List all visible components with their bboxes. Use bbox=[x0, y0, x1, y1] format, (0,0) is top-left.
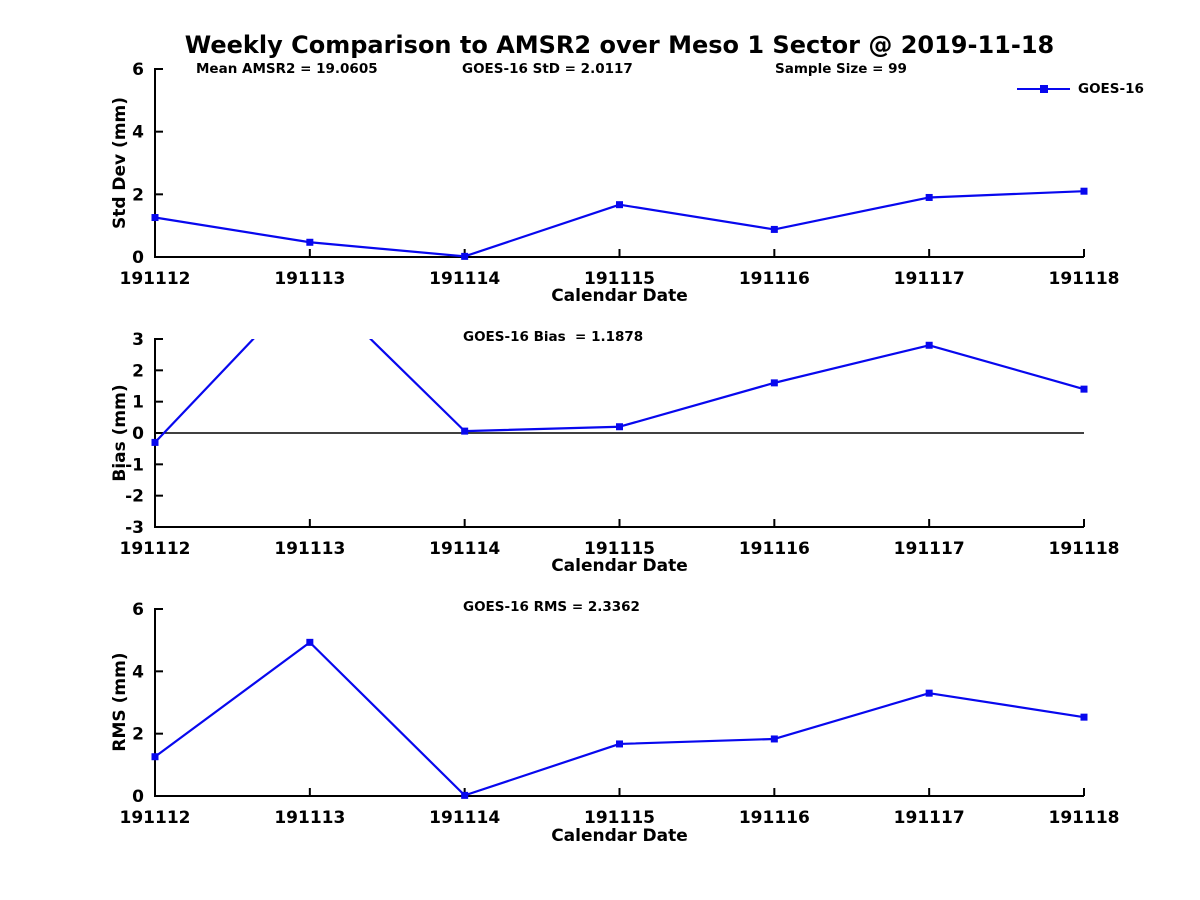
x-tick-label: 191118 bbox=[1049, 269, 1120, 289]
y-tick-label: 0 bbox=[132, 248, 144, 268]
x-tick-label: 191113 bbox=[274, 539, 345, 559]
x-tick-label: 191112 bbox=[120, 539, 191, 559]
GOES-16-line bbox=[154, 641, 1085, 797]
legend-marker-square bbox=[1040, 85, 1048, 93]
figure-title: Weekly Comparison to AMSR2 over Meso 1 S… bbox=[184, 31, 1055, 59]
x-axis-label-calendar-date-3: Calendar Date bbox=[551, 826, 688, 846]
x-tick-label: 191112 bbox=[120, 808, 191, 828]
annotation-mean-amsr2: Mean AMSR2 = 19.0605 bbox=[196, 61, 378, 77]
annotation-sample-size: Sample Size = 99 bbox=[775, 61, 907, 77]
GOES-16-marker bbox=[151, 753, 159, 761]
GOES-16-marker bbox=[770, 735, 778, 743]
x-tick-label: 191114 bbox=[429, 269, 500, 289]
rms-panel: 0 2 4 6 191112 191113 191114 191115 191116 191117… bbox=[120, 600, 1120, 828]
GOES-16-marker bbox=[770, 379, 778, 387]
bias-panel: -3 -2 -1 0 1 2 3 191112 191113 191114 191115 191116… bbox=[120, 330, 1120, 559]
GOES-16-marker bbox=[151, 438, 159, 446]
y-tick-label: -1 bbox=[125, 455, 144, 475]
x-tick-label: 191115 bbox=[584, 269, 655, 289]
y-axis-label-rms: RMS (mm) bbox=[110, 652, 130, 752]
y-tick-label: 4 bbox=[132, 662, 144, 682]
annotation-goes16-std: GOES-16 StD = 2.0117 bbox=[462, 61, 633, 77]
x-tick-label: 191118 bbox=[1049, 539, 1120, 559]
y-tick-label: 6 bbox=[132, 600, 144, 620]
annotation-goes16-bias: GOES-16 Bias = 1.1878 bbox=[463, 329, 644, 345]
y-axis-label-bias: Bias (mm) bbox=[110, 384, 130, 482]
GOES-16-marker bbox=[1080, 385, 1088, 393]
y-tick-label: 4 bbox=[132, 123, 144, 143]
x-tick-label: 191116 bbox=[739, 269, 810, 289]
GOES-16-marker bbox=[306, 638, 314, 646]
legend-label: GOES-16 bbox=[1078, 81, 1144, 97]
x-tick-label: 191117 bbox=[894, 539, 965, 559]
GOES-16-marker bbox=[461, 791, 469, 799]
x-tick-label: 191115 bbox=[584, 539, 655, 559]
y-tick-label: 2 bbox=[132, 725, 144, 745]
std-dev-panel: 0 2 4 6 191112 191113 191114 191115 191116 191117… bbox=[120, 60, 1120, 289]
y-tick-label: 2 bbox=[132, 185, 144, 205]
GOES-16-marker bbox=[770, 225, 778, 233]
GOES-16-line bbox=[154, 190, 1085, 258]
GOES-16-marker bbox=[1080, 713, 1088, 721]
y-tick-label: 3 bbox=[132, 330, 144, 350]
y-tick-label: 1 bbox=[132, 393, 144, 413]
x-tick-label: 191116 bbox=[739, 808, 810, 828]
y-tick-label: 0 bbox=[132, 424, 144, 444]
x-tick-label: 191114 bbox=[429, 539, 500, 559]
x-tick-label: 191117 bbox=[894, 808, 965, 828]
x-tick-label: 191113 bbox=[274, 269, 345, 289]
y-tick-label: -2 bbox=[125, 487, 144, 507]
y-tick-label: 0 bbox=[132, 787, 144, 807]
GOES-16-marker bbox=[925, 341, 933, 349]
legend-line-sample bbox=[1017, 85, 1070, 93]
GOES-16-marker bbox=[616, 423, 623, 431]
x-axis-label-calendar-date-1: Calendar Date bbox=[551, 286, 688, 306]
GOES-16-marker bbox=[461, 252, 469, 260]
legend: GOES-16 bbox=[1017, 81, 1144, 97]
y-tick-label: 6 bbox=[132, 60, 144, 80]
GOES-16-marker bbox=[461, 427, 469, 435]
x-tick-label: 191115 bbox=[584, 808, 655, 828]
x-tick-label: 191116 bbox=[739, 539, 810, 559]
GOES-16-marker bbox=[151, 214, 159, 222]
GOES-16-marker bbox=[925, 689, 933, 697]
x-axis-label-calendar-date-2: Calendar Date bbox=[551, 556, 688, 576]
x-tick-label: 191113 bbox=[274, 808, 345, 828]
x-tick-label: 191118 bbox=[1049, 808, 1120, 828]
annotation-goes16-rms: GOES-16 RMS = 2.3362 bbox=[463, 599, 640, 615]
x-tick-label: 191114 bbox=[429, 808, 500, 828]
y-tick-label: -3 bbox=[125, 518, 144, 538]
y-axis-label-std-dev: Std Dev (mm) bbox=[110, 96, 130, 230]
x-tick-label: 191117 bbox=[894, 269, 965, 289]
x-tick-label: 191112 bbox=[120, 269, 191, 289]
GOES-16-marker bbox=[306, 238, 314, 246]
GOES-16-marker bbox=[925, 193, 933, 201]
GOES-16-marker bbox=[616, 740, 623, 748]
y-tick-label: 2 bbox=[132, 361, 144, 381]
GOES-16-marker bbox=[1080, 187, 1088, 195]
GOES-16-marker bbox=[616, 201, 623, 209]
